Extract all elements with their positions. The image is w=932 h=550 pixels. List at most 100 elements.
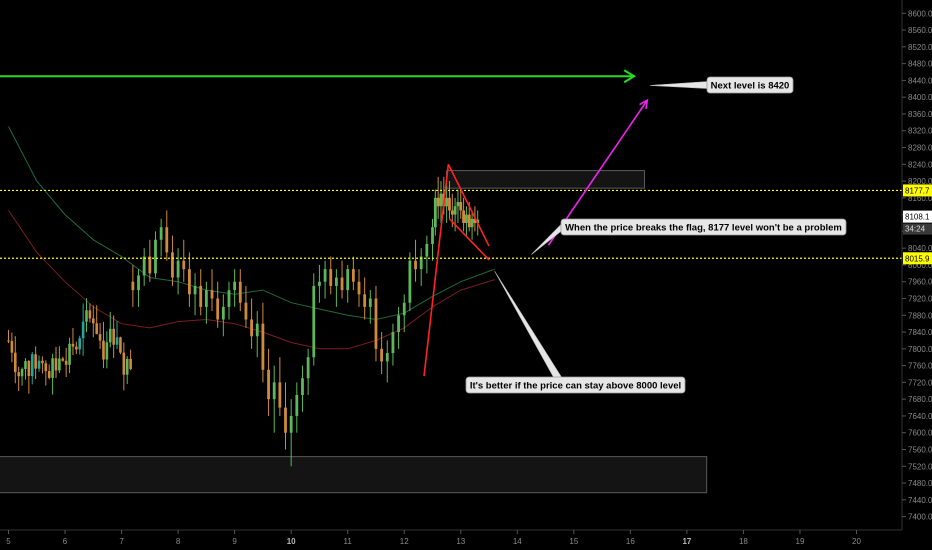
candle-body — [450, 210, 454, 215]
candle-body — [51, 358, 54, 378]
candle-body — [78, 338, 82, 350]
candle-body — [37, 360, 41, 369]
candle-body — [467, 214, 471, 228]
candle-body — [131, 281, 135, 291]
candle-body — [284, 407, 287, 433]
callout-flag-break-box — [560, 218, 847, 236]
y-tick-label: 7520.0 — [908, 462, 932, 471]
candle-body — [385, 353, 389, 362]
candle-body — [13, 352, 17, 373]
candle-body — [92, 318, 95, 324]
countdown-badge-text: 34:24 — [905, 225, 926, 234]
callout-next-level-pointer — [650, 81, 709, 89]
countdown-badge — [903, 223, 932, 235]
y-tick-label: 7400.0 — [908, 513, 932, 522]
candle-body — [10, 340, 14, 353]
candle-body — [318, 281, 321, 286]
y-tick-label: 8480.0 — [908, 60, 932, 69]
x-tick-label: 12 — [400, 537, 409, 546]
candle-body — [295, 394, 299, 416]
candle-body — [391, 332, 395, 354]
candle-body — [44, 363, 48, 372]
y-tick-label: 8240.0 — [908, 160, 932, 169]
candle-body — [244, 302, 248, 320]
x-tick-label: 16 — [626, 537, 635, 546]
candle-body — [448, 197, 451, 211]
y-tick-label: 8600.0 — [908, 9, 932, 18]
resistance-price-badge-text: 8177.7 — [905, 186, 930, 195]
ma-green — [8, 126, 495, 321]
callout-flag-break-text: When the price breaks the flag, 8177 lev… — [565, 222, 842, 233]
candle-body — [188, 269, 191, 295]
candle-body — [125, 358, 129, 375]
x-tick-label: 10 — [287, 537, 296, 546]
y-tick-label: 7680.0 — [908, 395, 932, 404]
candle-body — [68, 343, 71, 365]
drawings-layer — [423, 98, 649, 377]
candle-body — [193, 285, 197, 295]
y-tick-label: 7760.0 — [908, 362, 932, 371]
candle-body — [439, 193, 443, 207]
flagpole-line — [423, 164, 450, 377]
candle-body — [216, 298, 220, 320]
candle-body — [465, 214, 468, 224]
moving-averages-layer — [8, 126, 495, 350]
candle-body — [112, 328, 115, 345]
candle-body — [61, 358, 65, 361]
candles-layer — [7, 176, 480, 467]
candle-body — [470, 218, 474, 228]
candle-body — [456, 202, 460, 207]
candle-body — [301, 378, 304, 395]
candle-body — [346, 269, 350, 291]
candle-body — [363, 294, 367, 307]
candle-body — [431, 227, 434, 244]
flag-lower-line — [448, 218, 490, 261]
y-tick-label: 7720.0 — [908, 378, 932, 387]
candle-body — [340, 277, 344, 291]
candle-body — [306, 357, 310, 379]
candle-body — [433, 197, 437, 228]
candle-body — [419, 256, 423, 270]
candle-body — [24, 361, 27, 369]
candle-body — [98, 334, 102, 341]
candle-body — [7, 340, 10, 342]
last-price-badge — [903, 210, 932, 223]
y-tick-label: 8200.0 — [908, 177, 932, 186]
candle-body — [323, 269, 327, 282]
candle-body — [182, 260, 186, 270]
candle-body — [473, 218, 477, 224]
candle-body — [108, 328, 112, 343]
candle-body — [374, 298, 378, 349]
x-tick-label: 14 — [513, 537, 522, 546]
candle-body — [64, 360, 68, 365]
x-tick-label: 11 — [344, 537, 353, 546]
callout-stay-above-text: It's better if the price can stay above … — [470, 380, 681, 391]
candle-body — [397, 315, 400, 333]
y-tick-label: 7920.0 — [908, 295, 932, 304]
candle-body — [357, 281, 361, 295]
ma-red — [8, 210, 495, 350]
y-tick-label: 7480.0 — [908, 479, 932, 488]
callouts-layer: Next level is 8420 When the price breaks … — [465, 76, 847, 394]
y-tick-label: 7840.0 — [908, 328, 932, 337]
y-tick-label: 7640.0 — [908, 412, 932, 421]
candle-body — [148, 256, 152, 274]
target-arrowhead — [623, 69, 637, 84]
x-tick-label: 20 — [852, 537, 861, 546]
candle-body — [142, 256, 146, 276]
last-price-badge-text: 8108.1 — [905, 213, 930, 222]
candle-body — [85, 310, 88, 322]
resistance-zone — [446, 170, 645, 189]
callout-stay-above-box — [465, 376, 686, 394]
y-tick-label: 7560.0 — [908, 446, 932, 455]
candle-body — [27, 361, 31, 377]
x-tick-label: 6 — [63, 537, 68, 546]
candle-body — [165, 227, 169, 253]
candle-body — [312, 285, 316, 358]
candle-body — [334, 277, 338, 286]
candle-body — [129, 358, 132, 370]
candle-body — [380, 348, 384, 362]
candle-body — [402, 302, 406, 316]
